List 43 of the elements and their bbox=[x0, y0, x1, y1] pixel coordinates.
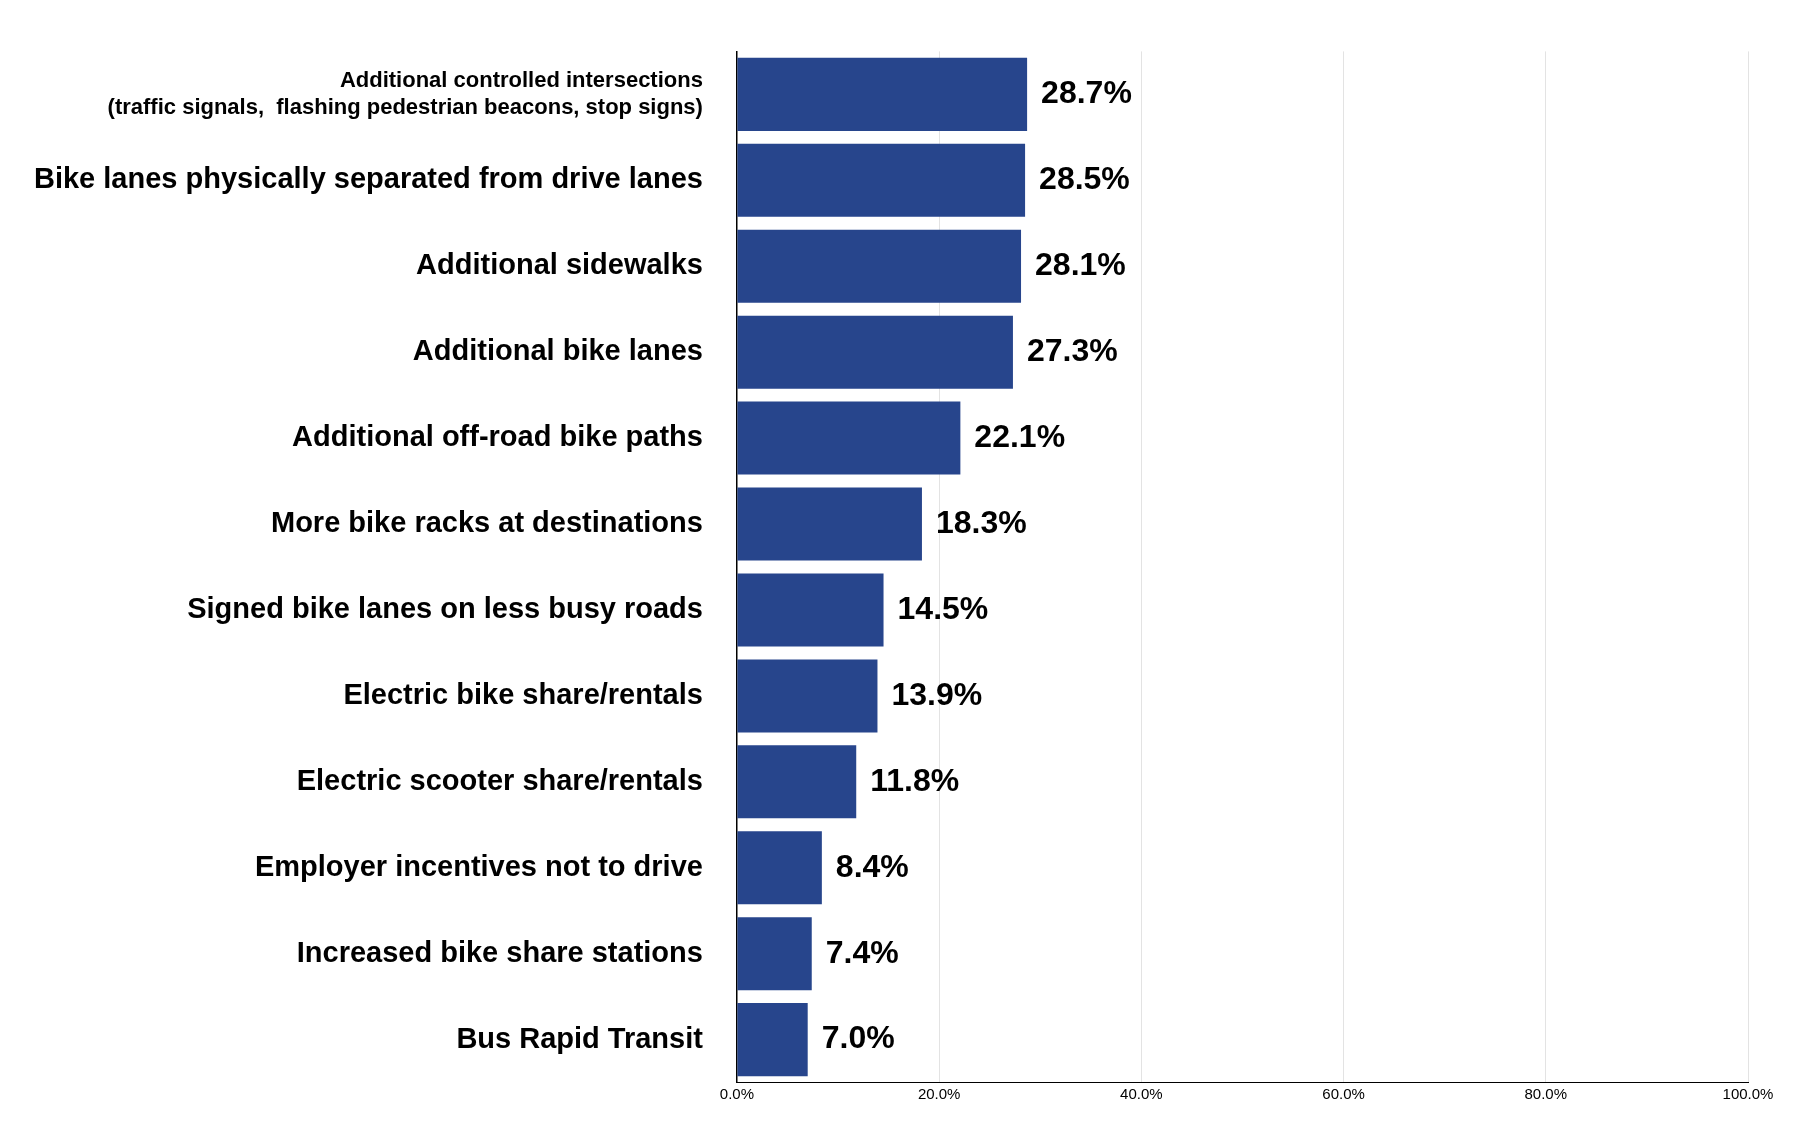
y-tick-label: Increased bike share stations bbox=[296, 935, 703, 968]
bar bbox=[737, 745, 857, 819]
data-label: 28.1% bbox=[1035, 246, 1126, 283]
category-label: (traffic signals, flashing pedestrian beacons, stop signs) bbox=[107, 93, 703, 119]
y-tick-label: More bike racks at destinations bbox=[270, 506, 703, 539]
y-tick-label: Electric scooter share/rentals bbox=[296, 763, 703, 796]
y-tick-label: Additional off-road bike paths bbox=[292, 420, 703, 453]
bar bbox=[737, 573, 884, 647]
data-label: 8.4% bbox=[835, 847, 909, 884]
bar bbox=[737, 917, 812, 991]
data-label: 14.5% bbox=[897, 589, 989, 626]
y-tick-label: Additional bike lanes bbox=[412, 334, 703, 367]
data-label: 18.3% bbox=[935, 503, 1027, 540]
data-label: 27.3% bbox=[1026, 331, 1118, 368]
bar bbox=[737, 831, 822, 905]
bar bbox=[737, 1003, 808, 1077]
bar bbox=[737, 401, 961, 475]
y-tick-label: Additional sidewalks bbox=[416, 248, 703, 281]
data-label: 28.7% bbox=[1041, 74, 1132, 111]
x-tick-label: 0.0% bbox=[719, 1084, 755, 1102]
data-label: 7.0% bbox=[821, 1019, 895, 1056]
bar bbox=[737, 659, 878, 733]
data-label: 7.4% bbox=[825, 933, 899, 970]
data-label: 28.5% bbox=[1039, 160, 1130, 197]
data-label: 13.9% bbox=[891, 675, 983, 712]
bar bbox=[737, 315, 1013, 389]
x-tick-label: 40.0% bbox=[1120, 1084, 1163, 1102]
y-tick-label: Employer incentives not to drive bbox=[254, 849, 703, 882]
x-tick-label: 60.0% bbox=[1322, 1084, 1365, 1102]
data-label: 11.8% bbox=[870, 761, 960, 798]
y-tick-label: Bus Rapid Transit bbox=[456, 1021, 704, 1054]
bar bbox=[737, 229, 1022, 303]
y-tick-label: Signed bike lanes on less busy roads bbox=[187, 591, 703, 624]
y-tick-label: Bike lanes physically separated from drive lanes bbox=[33, 162, 703, 195]
category-label: Additional controlled intersections bbox=[339, 67, 703, 93]
bar bbox=[737, 57, 1028, 131]
bar bbox=[737, 143, 1026, 217]
x-tick-label: 20.0% bbox=[917, 1084, 961, 1102]
data-label: 22.1% bbox=[974, 417, 1066, 454]
y-tick-label: Electric bike share/rentals bbox=[343, 677, 703, 710]
bar bbox=[737, 487, 922, 561]
x-tick-label: 100.0% bbox=[1722, 1084, 1774, 1102]
x-tick-label: 80.0% bbox=[1524, 1084, 1568, 1102]
